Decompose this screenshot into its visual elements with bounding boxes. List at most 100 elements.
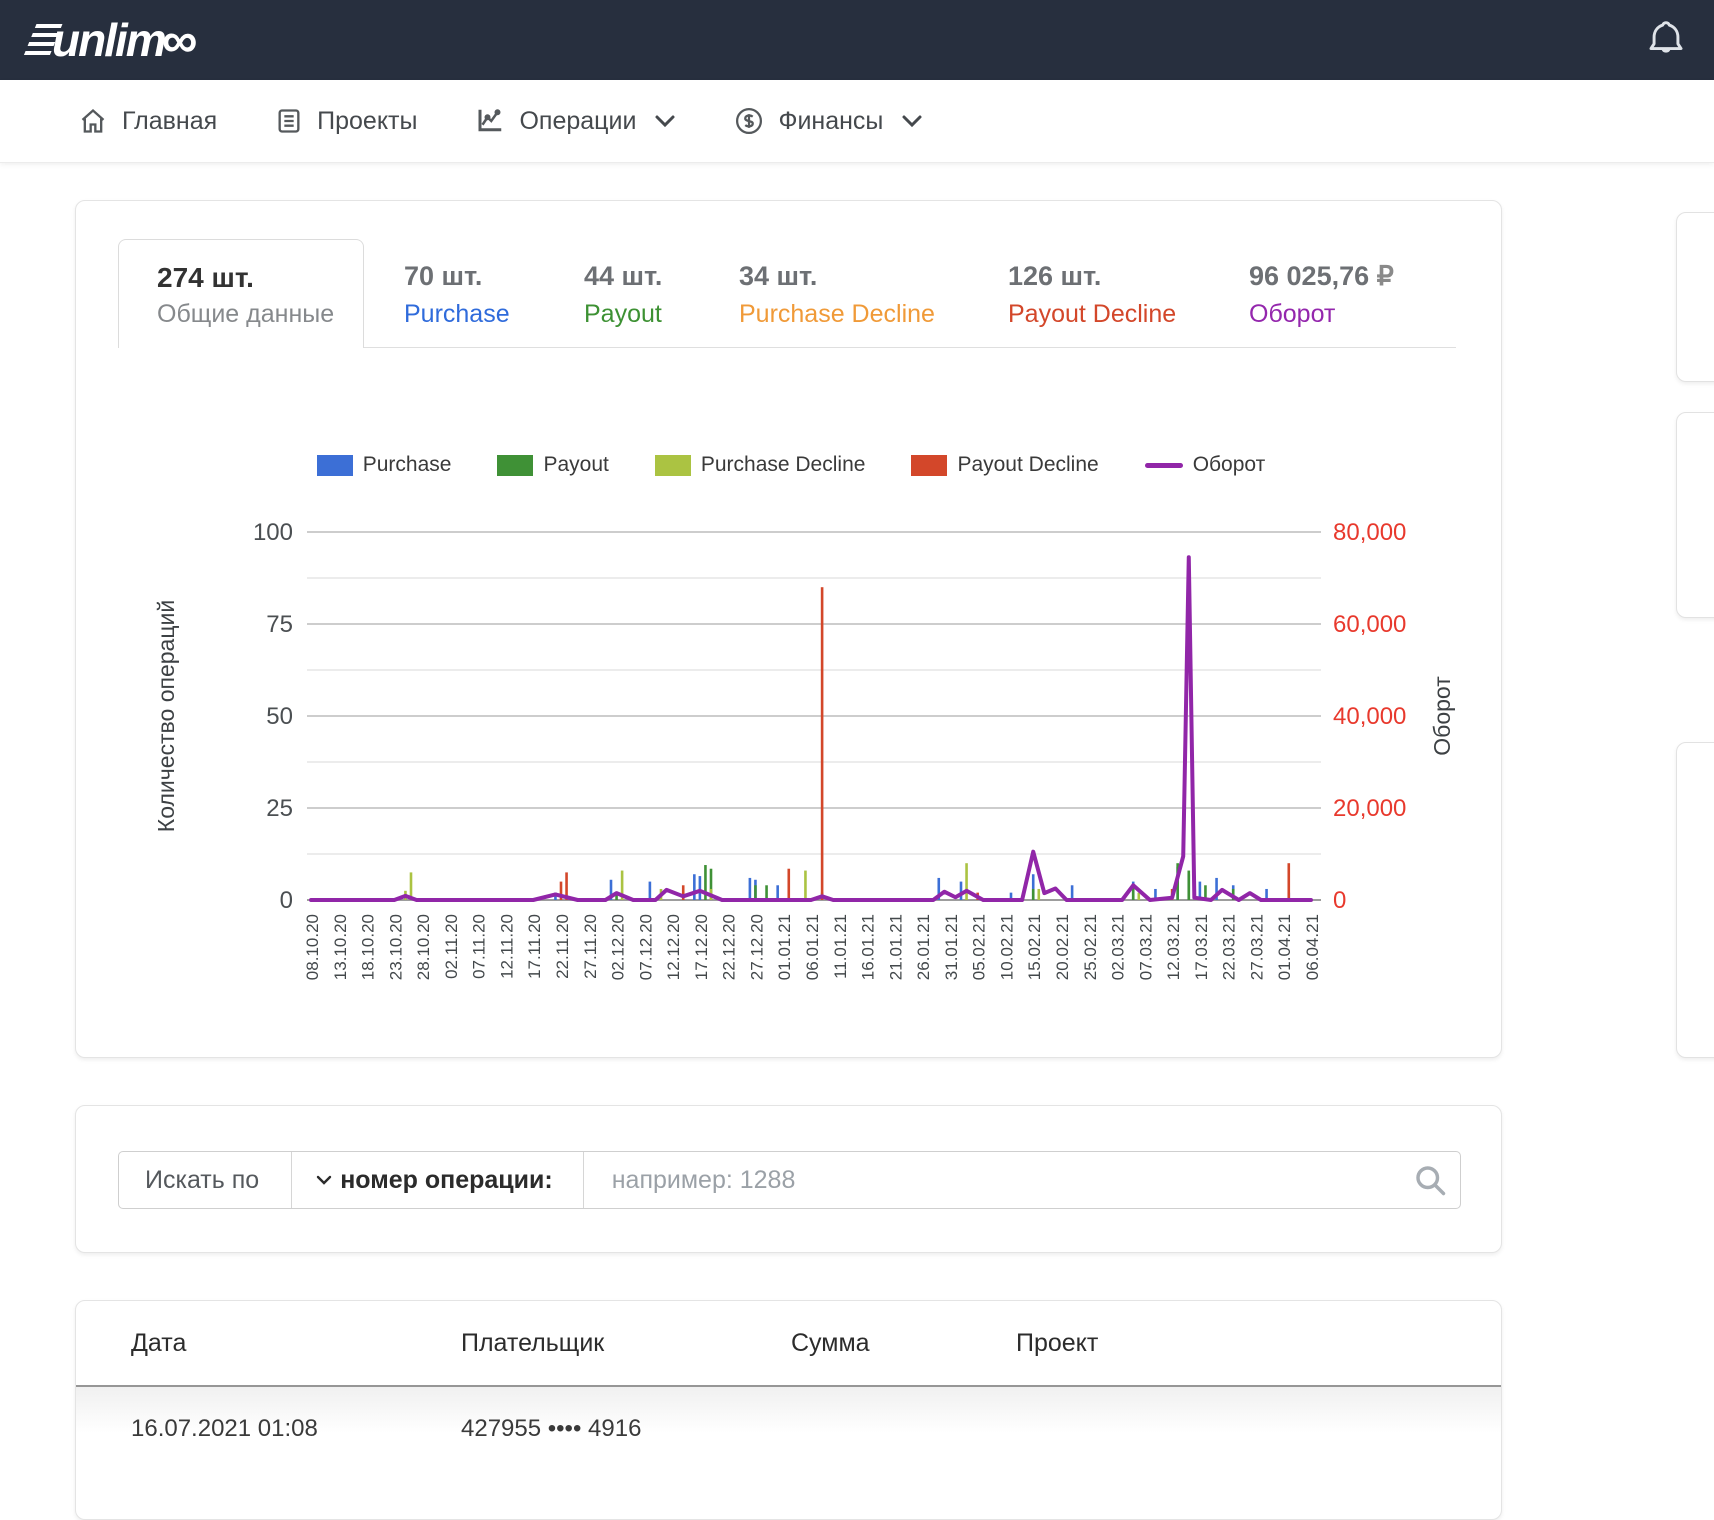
chart-legend: Purchase Payout Purchase Decline Payout … [196,453,1386,477]
svg-text:27.12.20: 27.12.20 [747,914,766,980]
nav-item-finance[interactable]: Финансы [734,106,923,136]
chevron-down-icon [655,115,675,128]
svg-text:80,000: 80,000 [1333,519,1406,546]
svg-text:22.03.21: 22.03.21 [1220,914,1239,980]
ruble-sign: ₽ [1369,261,1394,291]
legend-line-swatch [1144,462,1183,468]
svg-text:50: 50 [266,703,293,730]
legend-payout-decline[interactable]: Payout Decline [911,453,1099,477]
svg-text:20.02.21: 20.02.21 [1053,914,1072,980]
svg-text:31.01.21: 31.01.21 [942,914,961,980]
legend-purchase-decline[interactable]: Purchase Decline [654,453,865,477]
document-icon [278,109,300,133]
chevron-down-icon [316,1175,332,1185]
search-field-selector[interactable]: номер операции: [292,1166,583,1195]
table-row[interactable]: 16.07.2021 01:08 427955 •••• 4916 [76,1387,1501,1507]
svg-text:17.11.20: 17.11.20 [525,914,544,979]
unlimco-logo: unlim ∞ [23,11,197,69]
col-payer: Плательщик [461,1328,605,1357]
svg-text:75: 75 [266,611,293,638]
svg-text:07.11.20: 07.11.20 [470,914,489,979]
svg-text:11.01.21: 11.01.21 [831,914,850,979]
svg-text:15.02.21: 15.02.21 [1025,914,1044,980]
legend-purchase[interactable]: Purchase [316,453,451,477]
svg-text:10.02.21: 10.02.21 [997,914,1016,980]
svg-text:06.04.21: 06.04.21 [1303,914,1322,980]
search-icon[interactable] [1400,1162,1460,1198]
table-header: Дата Плательщик Сумма Проект [76,1301,1501,1387]
svg-text:12.12.20: 12.12.20 [664,914,683,980]
col-project: Проект [1016,1328,1099,1357]
main-nav: Главная Проекты Операции Финансы [0,80,1714,163]
nav-label: Проекты [317,106,418,135]
legend-swatch [911,454,948,476]
svg-text:Количество операций: Количество операций [153,600,179,832]
svg-text:18.10.20: 18.10.20 [359,914,378,980]
stat-payout-decline[interactable]: 126 шт. Payout Decline [1008,261,1177,328]
divider [291,1152,293,1208]
search-box: Искать по номер операции: [118,1151,1461,1209]
svg-text:Оборот: Оборот [1429,676,1455,756]
operations-chart: 100 75 50 25 0 80,000 60,000 40,000 20,000 0 Колич… [153,519,1455,980]
legend-swatch [497,454,534,476]
operations-summary-card: 274 шт. Общие данные 70 шт. Purchase 44 … [75,200,1502,1058]
nav-item-projects[interactable]: Проекты [275,107,417,136]
svg-text:23.10.20: 23.10.20 [386,914,405,980]
legend-swatch [654,454,691,476]
svg-text:13.10.20: 13.10.20 [331,914,350,980]
tab-total-data[interactable]: 274 шт. Общие данные [118,239,364,348]
operations-table-card: Дата Плательщик Сумма Проект 16.07.2021 … [75,1300,1502,1520]
side-panel-card [1676,412,1714,618]
nav-label: Операции [519,106,637,135]
legend-swatch [316,454,353,476]
dollar-circle-icon [736,108,763,134]
svg-text:02.11.20: 02.11.20 [442,914,461,979]
col-date: Дата [131,1328,187,1357]
svg-text:27.11.20: 27.11.20 [581,914,600,979]
legend-payout[interactable]: Payout [497,453,609,477]
svg-text:02.03.21: 02.03.21 [1109,914,1128,980]
total-label: Общие данные [157,300,335,328]
svg-text:60,000: 60,000 [1333,611,1406,638]
nav-item-home[interactable]: Главная [78,107,217,136]
stat-turnover[interactable]: 96 025,76 ₽ Оборот [1249,261,1394,328]
svg-text:26.01.21: 26.01.21 [914,914,933,980]
app-header: unlim ∞ [0,0,1714,80]
side-panel-card [1676,212,1714,382]
svg-text:27.03.21: 27.03.21 [1247,914,1266,980]
svg-text:40,000: 40,000 [1333,703,1406,730]
legend-turnover[interactable]: Оборот [1144,453,1265,477]
svg-text:100: 100 [253,519,293,546]
svg-text:01.01.21: 01.01.21 [775,914,794,980]
svg-text:06.01.21: 06.01.21 [803,914,822,980]
svg-text:08.10.20: 08.10.20 [303,914,322,980]
nav-item-operations[interactable]: Операции [475,106,676,136]
svg-text:05.02.21: 05.02.21 [970,914,989,980]
col-sum: Сумма [791,1328,870,1357]
svg-text:22.11.20: 22.11.20 [553,914,572,979]
chart-line-icon [478,109,502,132]
side-panel-card [1676,742,1714,1058]
svg-text:12.11.20: 12.11.20 [497,914,516,979]
svg-text:12.03.21: 12.03.21 [1164,914,1183,980]
cell-date: 16.07.2021 01:08 [131,1415,318,1442]
stat-payout[interactable]: 44 шт. Payout [584,261,663,328]
svg-text:07.03.21: 07.03.21 [1136,914,1155,980]
notifications-bell-icon[interactable] [1644,16,1688,62]
logo-text: unlim [52,14,167,66]
svg-text:25.02.21: 25.02.21 [1081,914,1100,980]
stat-purchase[interactable]: 70 шт. Purchase [404,261,510,328]
search-input[interactable] [583,1165,1400,1195]
svg-text:25: 25 [266,795,293,822]
svg-text:20,000: 20,000 [1333,795,1406,822]
chevron-down-icon [902,115,922,128]
svg-text:22.12.20: 22.12.20 [720,914,739,980]
home-icon [81,108,105,133]
svg-text:16.01.21: 16.01.21 [859,914,878,980]
svg-text:02.12.20: 02.12.20 [609,914,628,980]
search-prefix[interactable]: Искать по [145,1165,260,1194]
stat-purchase-decline[interactable]: 34 шт. Purchase Decline [739,261,935,328]
divider [582,1152,584,1208]
cell-sum [791,1415,1016,1507]
search-card: Искать по номер операции: [75,1105,1502,1253]
